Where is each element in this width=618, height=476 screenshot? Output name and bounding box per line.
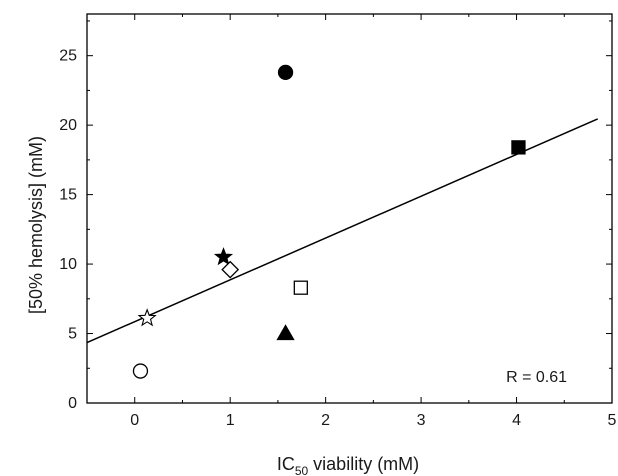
fit-line xyxy=(86,118,598,344)
x-tick-label: 5 xyxy=(608,412,617,429)
y-tick-label: 25 xyxy=(59,48,77,65)
y-axis-ticks: 0 5 10 15 20 25 xyxy=(59,20,612,412)
y-tick-label: 0 xyxy=(68,395,77,412)
x-tick-label: 3 xyxy=(417,412,426,429)
data-point-filled-star xyxy=(213,247,234,266)
data-point-open-square xyxy=(293,280,308,295)
plot-frame xyxy=(86,13,613,404)
data-point-filled-triangle xyxy=(276,324,295,341)
data-points xyxy=(132,64,526,379)
y-tick-label: 5 xyxy=(68,326,77,343)
data-point-filled-square xyxy=(511,140,526,155)
x-axis-title: IC50 viability (mM) xyxy=(277,454,419,476)
y-axis-title: [50% hemolysis] (mM) xyxy=(26,136,46,314)
x-axis-title-rest: viability (mM) xyxy=(308,454,419,474)
correlation-annotation: R = 0.61 xyxy=(506,369,567,386)
data-point-open-circle xyxy=(132,363,149,379)
x-axis-ticks: 0 1 2 3 4 5 xyxy=(86,14,617,429)
data-point-open-diamond xyxy=(221,260,240,279)
x-axis-title-subscript: 50 xyxy=(295,464,309,476)
y-tick-label: 15 xyxy=(59,187,77,204)
plot-frame-rect xyxy=(86,13,613,404)
data-point-open-star xyxy=(137,308,157,327)
x-tick-label: 0 xyxy=(130,412,139,429)
data-point-filled-circle xyxy=(277,64,294,80)
fit-line-group xyxy=(86,118,598,344)
x-tick-label: 2 xyxy=(321,412,330,429)
y-tick-label: 20 xyxy=(59,117,77,134)
x-axis-title-main: IC xyxy=(277,454,295,474)
x-tick-label: 1 xyxy=(226,412,235,429)
y-tick-label: 10 xyxy=(59,256,77,273)
x-tick-label: 4 xyxy=(512,412,521,429)
